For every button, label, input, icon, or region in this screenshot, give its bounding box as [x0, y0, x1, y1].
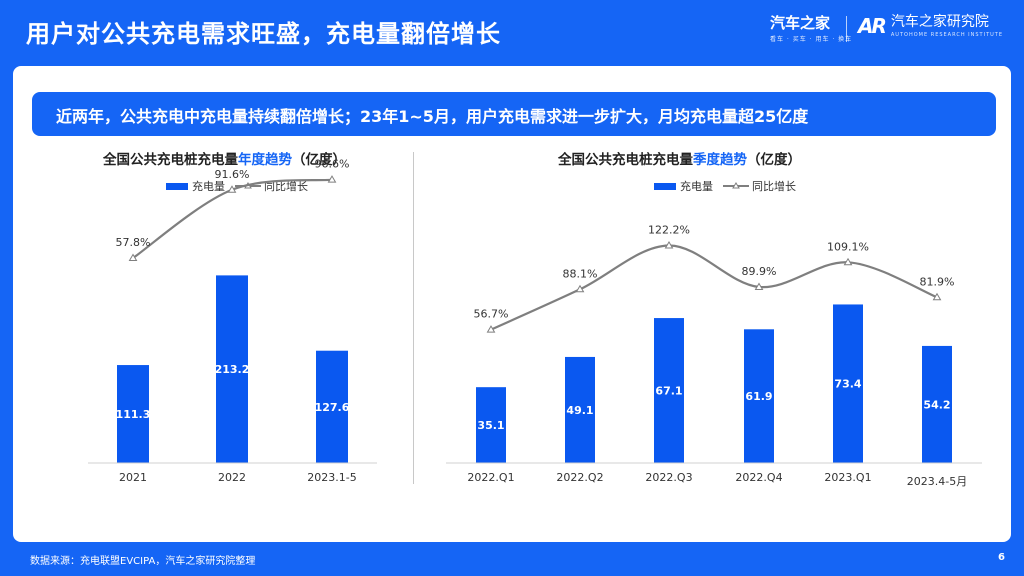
quarterly-growth-label-4: 109.1%: [827, 240, 869, 253]
quarterly-growth-label-3: 89.9%: [742, 265, 777, 278]
quarterly-bar-4: [833, 304, 863, 463]
brand-divider: [846, 16, 847, 42]
quarterly-bar-3: [744, 329, 774, 463]
quarterly-growth-label-2: 122.2%: [648, 223, 690, 236]
quarterly-growth-line: [490, 244, 938, 331]
slide-title: 用户对公共充电需求旺盛，充电量翻倍增长: [26, 20, 501, 48]
legend-line-label: 同比增长: [264, 180, 308, 193]
annual-chart-legend: 充电量 同比增长: [166, 178, 308, 194]
quarterly-growth-point-5: [932, 292, 942, 301]
key-finding-text: 近两年，公共充电中充电量持续翻倍增长；23年1~5月，用户充电需求进一步扩大，月…: [56, 107, 809, 126]
legend-bar-swatch: [654, 182, 676, 190]
quarterly-bar-0: [476, 387, 506, 463]
brand-name: 汽车之家: [770, 14, 831, 32]
annual-chart-title-prefix: 全国公共充电桩充电量: [103, 152, 238, 168]
data-source-note: 数据来源：充电联盟EVCIPA，汽车之家研究院整理: [30, 556, 256, 567]
quarterly-category-label-4: 2023.Q1: [824, 471, 871, 484]
legend-bar-swatch: [166, 182, 188, 190]
legend-line-swatch: [723, 182, 749, 189]
annual-growth-label-0: 57.8%: [116, 236, 151, 249]
annual-bar-value-label-0: 111.3: [116, 408, 151, 421]
annual-bar-value-label-1: 213.2: [215, 363, 250, 376]
autohome-logo: 汽车之家 看车 · 买车 · 用车 · 换车: [770, 12, 852, 43]
annual-bar-0: [117, 365, 149, 463]
quarterly-category-label-5: 2023.4-5月: [907, 475, 967, 488]
annual-chart-title-highlight: 年度趋势: [238, 152, 292, 168]
quarterly-growth-point-0: [486, 325, 496, 333]
quarterly-growth-point-2: [664, 240, 674, 249]
page-number: 6: [998, 552, 1005, 563]
quarterly-bar-value-label-5: 54.2: [923, 398, 950, 411]
quarterly-chart-title-suffix: （亿度）: [747, 152, 801, 168]
quarterly-category-label-0: 2022.Q1: [467, 471, 514, 484]
quarterly-chart-title: 全国公共充电桩充电量季度趋势（亿度）: [558, 148, 801, 168]
quarterly-bar-2: [654, 318, 684, 463]
quarterly-growth-label-5: 81.9%: [920, 275, 955, 288]
chart-divider: [413, 152, 414, 484]
quarterly-bar-value-label-3: 61.9: [745, 390, 772, 403]
annual-growth-label-2: 96.6%: [315, 158, 350, 171]
annual-bar-value-label-2: 127.6: [315, 401, 350, 414]
quarterly-chart-title-prefix: 全国公共充电桩充电量: [558, 152, 693, 168]
institute-name: 汽车之家研究院: [890, 14, 989, 30]
quarterly-bar-value-label-0: 35.1: [477, 419, 504, 432]
annual-bar-2: [316, 350, 348, 463]
quarterly-bar-value-label-4: 73.4: [834, 378, 861, 391]
annual-category-label-0: 2021: [119, 471, 147, 484]
quarterly-category-label-3: 2022.Q4: [735, 471, 782, 484]
slide-header: 用户对公共充电需求旺盛，充电量翻倍增长 汽车之家 看车 · 买车 · 用车 · …: [0, 0, 1024, 66]
quarterly-category-label-2: 2022.Q3: [645, 471, 692, 484]
legend-line-label: 同比增长: [752, 180, 796, 193]
quarterly-bar-1: [565, 356, 595, 463]
annual-category-label-2: 2023.1-5: [307, 471, 356, 484]
legend-bar-label: 充电量: [680, 180, 713, 193]
annual-bar-1: [216, 275, 248, 463]
annual-chart-title-suffix: （亿度）: [292, 152, 346, 168]
quarterly-growth-point-4: [843, 257, 853, 266]
quarterly-growth-point-3: [754, 282, 764, 290]
quarterly-bar-5: [922, 345, 952, 463]
annual-growth-point-0: [128, 253, 138, 262]
annual-growth-label-1: 91.6%: [215, 168, 250, 181]
key-finding-banner: 近两年，公共充电中充电量持续翻倍增长；23年1~5月，用户充电需求进一步扩大，月…: [32, 92, 996, 136]
ar-logo-icon: AR: [858, 14, 887, 38]
brand-tagline: 看车 · 买车 · 用车 · 换车: [770, 36, 853, 43]
annual-growth-point-1: [227, 185, 237, 193]
quarterly-growth-label-0: 56.7%: [474, 308, 509, 321]
institute-tagline: AUTOHOME RESEARCH INSTITUTE: [890, 32, 1004, 38]
quarterly-growth-point-1: [575, 284, 585, 293]
quarterly-category-label-1: 2022.Q2: [556, 471, 603, 484]
research-institute-logo: AR 汽车之家研究院 AUTOHOME RESEARCH INSTITUTE: [858, 14, 1003, 38]
legend-bar-label: 充电量: [192, 180, 225, 193]
quarterly-growth-label-1: 88.1%: [563, 267, 598, 280]
quarterly-chart-legend: 充电量 同比增长: [654, 178, 796, 194]
annual-growth-point-2: [327, 175, 337, 183]
quarterly-bar-value-label-1: 49.1: [566, 404, 593, 417]
annual-category-label-1: 2022: [218, 471, 246, 484]
quarterly-bar-value-label-2: 67.1: [655, 385, 682, 398]
annual-chart-title: 全国公共充电桩充电量年度趋势（亿度）: [103, 148, 346, 168]
quarterly-chart-title-highlight: 季度趋势: [693, 152, 747, 168]
